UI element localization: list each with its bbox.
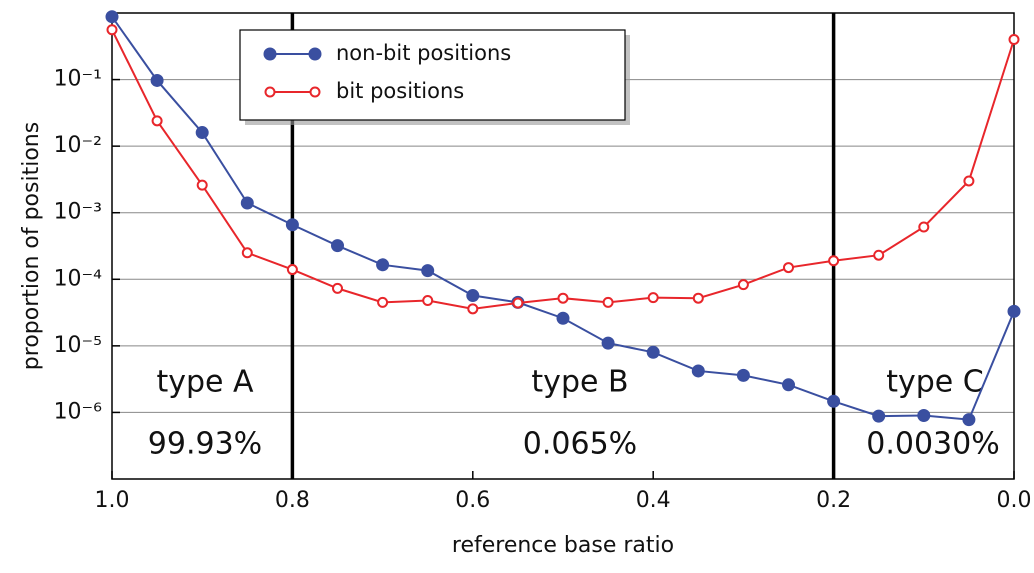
x-tick-label: 0.4 <box>636 488 671 513</box>
data-point <box>963 175 975 187</box>
data-point <box>512 297 524 309</box>
data-point <box>601 336 615 350</box>
x-tick-label: 0.8 <box>275 488 310 513</box>
x-tick-label: 0.6 <box>455 488 490 513</box>
legend-marker <box>309 86 321 98</box>
plot-frame <box>111 12 1015 480</box>
y-tick-label: 10⁻¹ <box>54 67 102 92</box>
legend-marker <box>308 47 322 61</box>
y-axis-label: proportion of positions <box>19 122 44 370</box>
x-tick-label: 1.0 <box>95 488 130 513</box>
data-point <box>150 73 164 87</box>
data-point <box>240 196 254 210</box>
x-axis-label: reference base ratio <box>452 533 674 558</box>
annotation: type B <box>531 365 628 400</box>
annotation: 99.93% <box>148 427 262 462</box>
y-tick-label: 10⁻³ <box>54 200 102 225</box>
data-point <box>241 247 253 259</box>
y-tick-label: 10⁻⁶ <box>54 399 103 424</box>
data-point <box>331 239 344 253</box>
data-point <box>917 408 931 422</box>
annotation: type A <box>156 365 254 400</box>
data-point <box>196 179 208 191</box>
data-point <box>1007 304 1021 318</box>
data-point <box>782 378 795 392</box>
data-point <box>691 364 705 378</box>
annotation: type C <box>886 365 984 400</box>
data-point <box>106 24 118 36</box>
data-point <box>466 289 480 303</box>
annotation: 0.065% <box>523 427 637 462</box>
annotation: 0.0030% <box>866 427 999 462</box>
data-point <box>1008 33 1020 45</box>
legend-label: bit positions <box>336 79 464 103</box>
data-point <box>872 409 886 423</box>
data-point <box>556 311 570 325</box>
data-point <box>377 296 389 308</box>
data-point <box>332 282 343 294</box>
legend-label: non-bit positions <box>336 41 511 65</box>
y-tick-label: 10⁻⁵ <box>54 333 102 358</box>
data-point <box>195 126 209 140</box>
data-point <box>918 221 930 233</box>
data-point <box>736 368 750 382</box>
data-point <box>783 262 794 274</box>
x-tick-label: 0.2 <box>816 488 851 513</box>
data-point <box>647 292 659 304</box>
data-point <box>422 295 434 307</box>
data-point <box>151 115 163 127</box>
data-point <box>467 303 479 315</box>
data-point <box>828 255 840 267</box>
data-point <box>827 394 841 408</box>
y-tick-label: 10⁻⁴ <box>54 266 103 291</box>
legend-box <box>239 29 626 121</box>
y-tick-label: 10⁻² <box>54 133 102 158</box>
legend-marker <box>264 86 276 98</box>
data-point <box>873 249 885 261</box>
data-point <box>286 264 298 276</box>
data-point <box>376 258 390 272</box>
data-point <box>962 413 976 427</box>
data-point <box>602 296 614 308</box>
data-point <box>285 218 299 232</box>
data-point <box>646 345 660 359</box>
data-point <box>105 10 119 24</box>
data-point <box>421 264 435 278</box>
data-point <box>557 292 569 304</box>
x-tick-label: 0.0 <box>997 488 1032 513</box>
data-point <box>737 279 749 291</box>
legend-marker <box>263 47 277 61</box>
data-point <box>692 292 704 304</box>
